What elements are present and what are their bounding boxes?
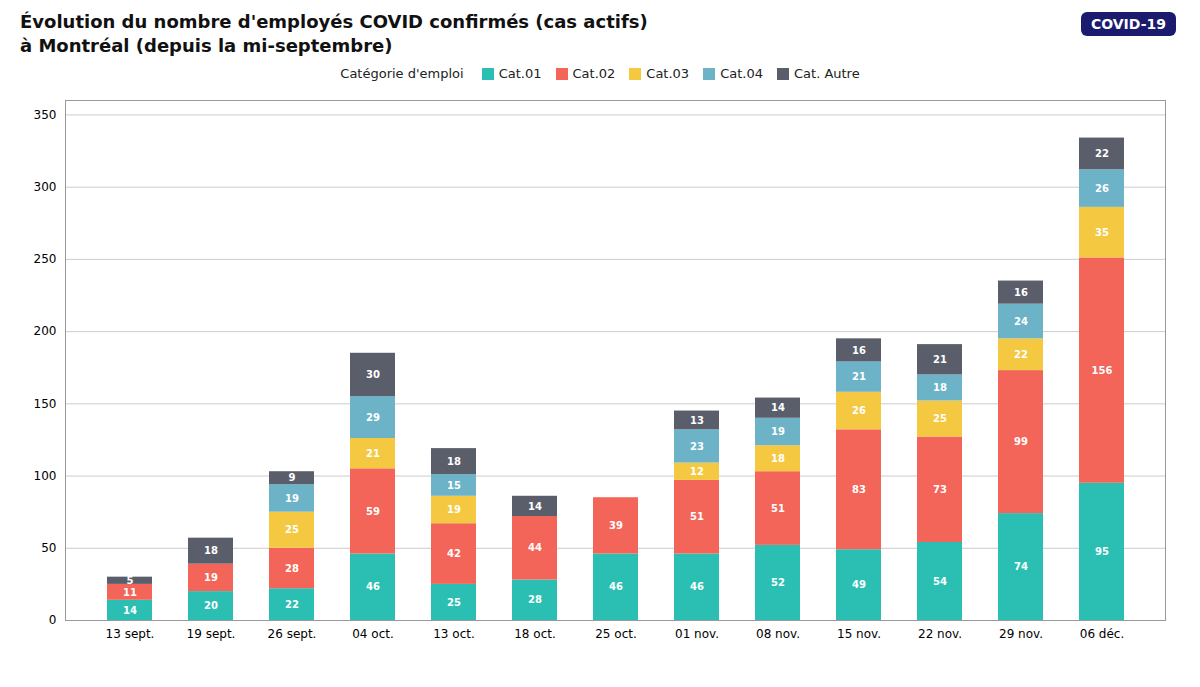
html-text:Cat.01: Cat.01 <box>498 66 542 81</box>
svg-text:51: 51 <box>690 511 704 522</box>
svg-text:04 oct.: 04 oct. <box>352 627 394 641</box>
svg-text:29 nov.: 29 nov. <box>999 627 1043 641</box>
svg-text:156: 156 <box>1092 365 1113 376</box>
svg-text:39: 39 <box>609 520 623 531</box>
svg-text:9: 9 <box>289 472 296 483</box>
svg-text:14: 14 <box>528 501 542 512</box>
svg-text:73: 73 <box>933 484 947 495</box>
svg-text:16: 16 <box>1014 287 1028 298</box>
svg-text:28: 28 <box>285 563 299 574</box>
svg-text:18: 18 <box>771 453 785 464</box>
svg-text:300: 300 <box>34 180 57 194</box>
svg-text:44: 44 <box>528 542 542 553</box>
html-text:Cat.03: Cat.03 <box>646 66 690 81</box>
svg-text:95: 95 <box>1095 546 1109 557</box>
svg-text:25 oct.: 25 oct. <box>595 627 637 641</box>
svg-text:30: 30 <box>366 369 380 380</box>
svg-text:19 sept.: 19 sept. <box>187 627 236 641</box>
svg-text:18: 18 <box>933 382 947 393</box>
svg-text:13 sept.: 13 sept. <box>106 627 155 641</box>
svg-text:21: 21 <box>852 371 866 382</box>
svg-text:51: 51 <box>771 503 785 514</box>
html-text:à Montréal (depuis la mi-septe: à Montréal (depuis la mi-septembre) <box>20 35 393 56</box>
svg-text:22: 22 <box>1014 349 1028 360</box>
svg-text:83: 83 <box>852 484 866 495</box>
svg-text:19: 19 <box>204 572 218 583</box>
svg-text:50: 50 <box>41 541 56 555</box>
svg-text:21: 21 <box>933 354 947 365</box>
svg-text:13: 13 <box>690 415 704 426</box>
svg-text:26: 26 <box>1095 183 1109 194</box>
svg-text:11: 11 <box>123 587 137 598</box>
svg-text:28: 28 <box>528 594 542 605</box>
svg-text:15 nov.: 15 nov. <box>837 627 881 641</box>
svg-text:12: 12 <box>690 466 704 477</box>
svg-text:59: 59 <box>366 506 380 517</box>
svg-text:54: 54 <box>933 576 947 587</box>
svg-text:250: 250 <box>34 252 57 266</box>
html-text:Cat. Autre: Cat. Autre <box>794 66 860 81</box>
svg-text:21: 21 <box>366 448 380 459</box>
svg-text:01 nov.: 01 nov. <box>675 627 719 641</box>
svg-text:18: 18 <box>447 456 461 467</box>
svg-text:22 nov.: 22 nov. <box>918 627 962 641</box>
svg-text:25: 25 <box>285 524 299 535</box>
svg-text:49: 49 <box>852 579 866 590</box>
svg-text:16: 16 <box>852 345 866 356</box>
svg-text:26: 26 <box>852 405 866 416</box>
svg-text:46: 46 <box>609 581 623 592</box>
svg-text:99: 99 <box>1014 436 1028 447</box>
svg-text:150: 150 <box>34 397 57 411</box>
svg-text:200: 200 <box>34 324 57 338</box>
svg-text:20: 20 <box>204 600 218 611</box>
svg-text:22: 22 <box>1095 148 1109 159</box>
svg-text:100: 100 <box>34 469 57 483</box>
html-text:Catégorie d'emploi: Catégorie d'emploi <box>340 66 464 81</box>
svg-text:29: 29 <box>366 412 380 423</box>
svg-text:18 oct.: 18 oct. <box>514 627 556 641</box>
svg-text:06 déc.: 06 déc. <box>1080 627 1125 641</box>
svg-text:19: 19 <box>285 493 299 504</box>
svg-text:42: 42 <box>447 548 461 559</box>
svg-text:5: 5 <box>127 575 134 586</box>
svg-text:26 sept.: 26 sept. <box>268 627 317 641</box>
svg-text:74: 74 <box>1014 561 1028 572</box>
html-text:Cat.04: Cat.04 <box>720 66 763 81</box>
svg-text:25: 25 <box>447 597 461 608</box>
html-text:COVID-19: COVID-19 <box>1091 16 1166 32</box>
svg-text:23: 23 <box>690 441 704 452</box>
svg-text:19: 19 <box>447 504 461 515</box>
svg-text:15: 15 <box>447 480 461 491</box>
svg-text:24: 24 <box>1014 316 1028 327</box>
svg-text:22: 22 <box>285 599 299 610</box>
svg-text:46: 46 <box>690 581 704 592</box>
svg-text:350: 350 <box>34 108 57 122</box>
svg-text:08 nov.: 08 nov. <box>756 627 800 641</box>
svg-text:0: 0 <box>49 613 57 627</box>
html-text:Évolution du nombre d'employés: Évolution du nombre d'employés COVID con… <box>20 11 648 32</box>
svg-text:52: 52 <box>771 577 785 588</box>
html-text:Cat.02: Cat.02 <box>572 66 616 81</box>
svg-text:19: 19 <box>771 426 785 437</box>
svg-text:46: 46 <box>366 581 380 592</box>
svg-text:13 oct.: 13 oct. <box>433 627 475 641</box>
svg-text:35: 35 <box>1095 227 1109 238</box>
svg-text:25: 25 <box>933 413 947 424</box>
svg-text:14: 14 <box>771 402 785 413</box>
svg-text:14: 14 <box>123 605 137 616</box>
svg-text:18: 18 <box>204 545 218 556</box>
